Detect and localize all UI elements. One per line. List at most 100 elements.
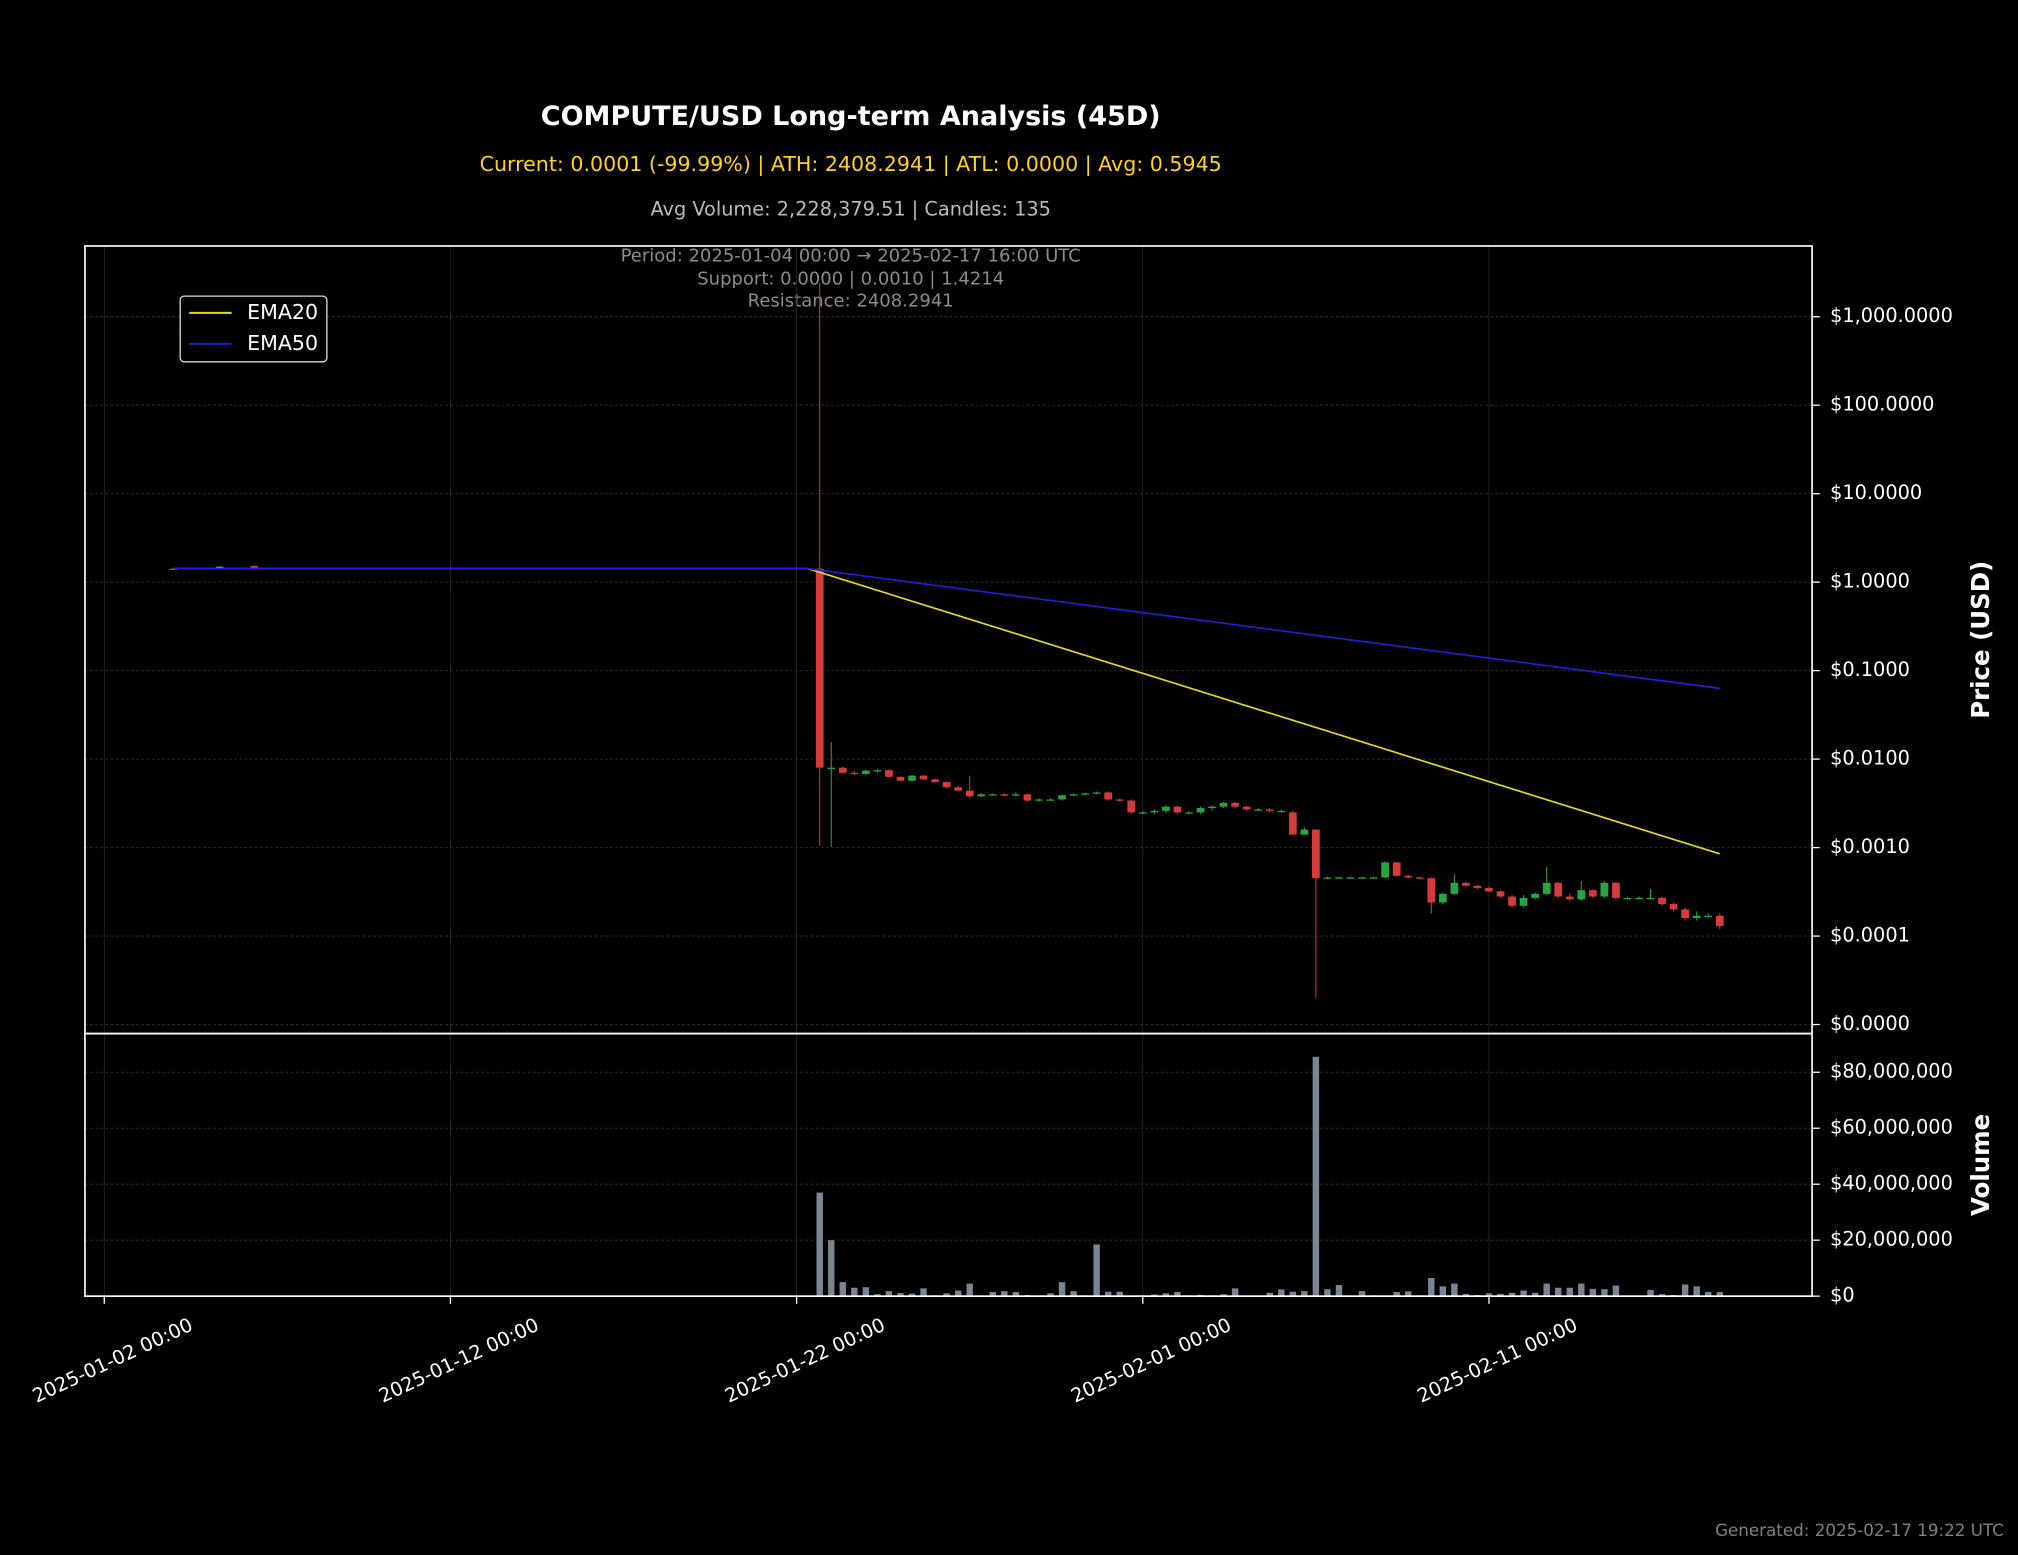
- volume-bar: [1151, 1294, 1158, 1297]
- volume-bar: [1681, 1284, 1689, 1297]
- annotation: Resistance: 2408.2941: [748, 290, 954, 311]
- y-tick-label: $80,000,000: [1830, 1060, 1953, 1083]
- candle-body: [965, 790, 974, 797]
- footer: Generated: 2025-02-17 19:22 UTC: [1715, 1520, 2004, 1540]
- candle-body: [1438, 893, 1447, 903]
- volume-bar: [1324, 1289, 1331, 1297]
- candle-body: [1519, 897, 1528, 906]
- volume-bar: [1508, 1292, 1516, 1297]
- volume-bar: [1358, 1291, 1366, 1297]
- candle-body: [908, 775, 916, 781]
- candle-body: [1565, 896, 1574, 900]
- candle-body: [885, 770, 893, 777]
- candle-body: [1623, 897, 1632, 900]
- candle-body: [919, 775, 928, 780]
- volume-bar: [1658, 1294, 1666, 1297]
- volume-bar: [874, 1294, 881, 1297]
- candle-body: [862, 770, 870, 774]
- candle-body: [1300, 829, 1309, 835]
- legend-label: EMA50: [247, 331, 318, 355]
- y-tick-label: $40,000,000: [1830, 1172, 1953, 1195]
- candle-body: [215, 566, 224, 569]
- candle-body: [1173, 806, 1182, 813]
- volume-bar: [1555, 1287, 1562, 1297]
- candle-body: [1658, 897, 1666, 905]
- candle-body: [1508, 896, 1516, 906]
- candle-body: [1427, 878, 1436, 903]
- candle-body: [1058, 795, 1066, 800]
- y-tick-label: $0.0010: [1830, 835, 1910, 858]
- candle-body: [1231, 802, 1239, 807]
- candle-body: [1496, 891, 1505, 897]
- volume-bar: [1266, 1292, 1273, 1297]
- candle-body: [1323, 877, 1332, 879]
- candle-body: [1646, 897, 1655, 900]
- candle-body: [1219, 802, 1228, 807]
- volume-bar: [1231, 1288, 1239, 1297]
- candle-body: [1346, 877, 1355, 879]
- candle-body: [1023, 794, 1032, 801]
- candle-body: [1312, 829, 1320, 879]
- volume-bar: [1116, 1291, 1123, 1297]
- candle-body: [1392, 862, 1401, 876]
- candle-body: [1127, 800, 1136, 813]
- candle-body: [1588, 890, 1597, 897]
- y-tick-label: $1,000.0000: [1830, 304, 1953, 327]
- volume-bar: [862, 1287, 870, 1297]
- volume-bar: [943, 1293, 950, 1297]
- candle-body: [1277, 810, 1286, 813]
- candle-body: [931, 779, 939, 783]
- candle-body: [1208, 806, 1216, 809]
- volume-bar: [1335, 1284, 1343, 1297]
- candle-body: [1485, 887, 1493, 892]
- candle-body: [1669, 904, 1678, 910]
- y-axis-label: Volume: [1966, 1114, 1995, 1216]
- chart-subtitle: Avg Volume: 2,228,379.51 | Candles: 135: [650, 197, 1050, 220]
- candle-body: [838, 767, 847, 773]
- volume-bar: [966, 1283, 973, 1297]
- volume-bar: [839, 1282, 847, 1297]
- candle-body: [827, 767, 836, 769]
- volume-bar: [1070, 1291, 1077, 1297]
- candle-body: [1115, 799, 1124, 801]
- candle-body: [1692, 915, 1701, 919]
- chart-subtitle: Current: 0.0001 (-99.99%) | ATH: 2408.29…: [480, 152, 1222, 177]
- volume-bar: [1174, 1291, 1181, 1297]
- candle-body: [250, 566, 259, 568]
- volume-bar: [1162, 1293, 1170, 1297]
- volume-bar: [1520, 1290, 1527, 1297]
- volume-bar: [1312, 1056, 1320, 1297]
- candle-body: [1358, 877, 1366, 879]
- annotation: Support: 0.0000 | 0.0010 | 1.4214: [697, 268, 1004, 289]
- volume-bar: [1485, 1293, 1493, 1297]
- candle-body: [1081, 793, 1089, 795]
- y-tick-label: $0.0000: [1830, 1012, 1910, 1035]
- candle-body: [896, 776, 905, 781]
- y-tick-label: $0.0001: [1830, 924, 1910, 947]
- volume-bar: [1578, 1283, 1585, 1297]
- volume-bar: [1612, 1285, 1620, 1297]
- volume-bar: [1428, 1277, 1435, 1297]
- volume-bar: [1104, 1291, 1112, 1297]
- candle-body: [1681, 909, 1690, 919]
- volume-bar: [954, 1290, 962, 1297]
- candle-body: [1369, 877, 1378, 879]
- candle-body: [1138, 812, 1147, 814]
- candle-body: [1577, 890, 1586, 900]
- volume-bar: [1289, 1291, 1297, 1297]
- volume-bar: [1716, 1291, 1723, 1297]
- volume-bar: [816, 1192, 823, 1297]
- candle-body: [1381, 862, 1389, 878]
- candle-body: [1104, 792, 1113, 800]
- y-tick-label: $100.0000: [1830, 393, 1934, 416]
- candle-body: [1150, 810, 1159, 813]
- candle-body: [1265, 809, 1274, 811]
- volume-bar: [1601, 1289, 1608, 1297]
- volume-bar: [1462, 1293, 1470, 1297]
- volume-bar: [1404, 1291, 1412, 1297]
- candle-body: [1704, 915, 1713, 917]
- candle-body: [1450, 882, 1459, 894]
- chart-title: COMPUTE/USD Long-term Analysis (45D): [541, 101, 1161, 132]
